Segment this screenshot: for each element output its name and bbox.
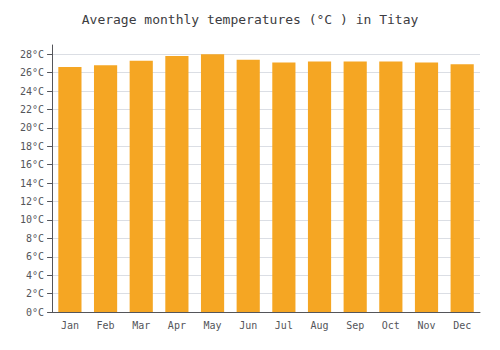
svg-text:May: May [204, 320, 222, 331]
svg-text:24°C: 24°C [20, 86, 44, 97]
svg-text:Nov: Nov [417, 320, 435, 331]
svg-text:14°C: 14°C [20, 178, 44, 189]
svg-text:18°C: 18°C [20, 141, 44, 152]
svg-text:26°C: 26°C [20, 67, 44, 78]
svg-text:4°C: 4°C [26, 270, 44, 281]
svg-text:Jun: Jun [239, 320, 257, 331]
svg-text:Jul: Jul [275, 320, 293, 331]
svg-text:8°C: 8°C [26, 233, 44, 244]
svg-text:Oct: Oct [382, 320, 400, 331]
svg-text:Mar: Mar [132, 320, 150, 331]
svg-text:Aug: Aug [310, 320, 328, 331]
svg-text:2°C: 2°C [26, 288, 44, 299]
svg-text:22°C: 22°C [20, 104, 44, 115]
svg-text:Dec: Dec [453, 320, 471, 331]
svg-text:28°C: 28°C [20, 49, 44, 60]
svg-text:Feb: Feb [97, 320, 115, 331]
svg-text:Apr: Apr [168, 320, 186, 331]
svg-text:16°C: 16°C [20, 159, 44, 170]
svg-text:10°C: 10°C [20, 214, 44, 225]
svg-text:12°C: 12°C [20, 196, 44, 207]
svg-text:Sep: Sep [346, 320, 364, 331]
svg-text:Average monthly temperatures (: Average monthly temperatures (°C ) in Ti… [82, 12, 419, 27]
svg-text:0°C: 0°C [26, 307, 44, 318]
svg-text:6°C: 6°C [26, 251, 44, 262]
svg-text:20°C: 20°C [20, 122, 44, 133]
svg-text:Jan: Jan [61, 320, 79, 331]
